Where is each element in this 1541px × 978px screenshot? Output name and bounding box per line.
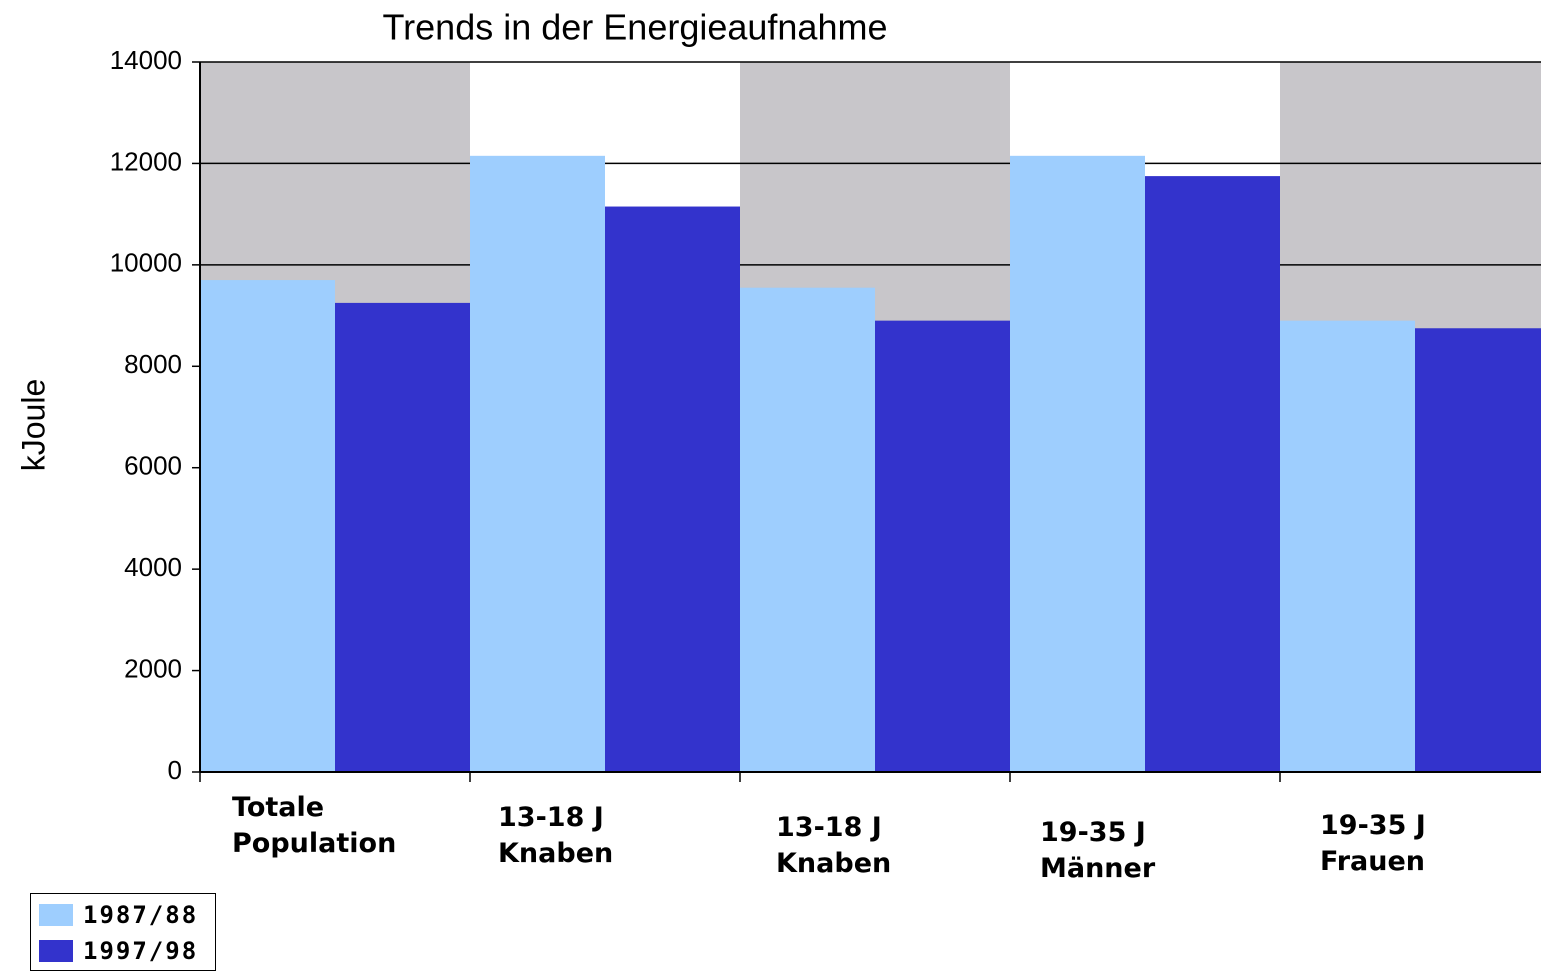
x-tick-label: 13-18 J Knaben bbox=[776, 812, 892, 879]
legend-item: 1997/98 bbox=[39, 936, 198, 966]
y-tick-label: 8000 bbox=[124, 349, 182, 379]
y-tick-label: 0 bbox=[168, 755, 182, 785]
bar bbox=[335, 302, 470, 772]
y-tick-label: 12000 bbox=[110, 146, 182, 176]
legend-label: 1987/88 bbox=[83, 901, 199, 929]
x-tick-label: 19-35 J Frauen bbox=[1320, 810, 1426, 877]
bar bbox=[1010, 155, 1145, 773]
y-tick-label: 6000 bbox=[124, 451, 182, 481]
x-tick-label: 19-35 J Männer bbox=[1040, 817, 1156, 884]
bar bbox=[1415, 328, 1541, 772]
legend-item: 1987/88 bbox=[39, 900, 198, 930]
bar bbox=[605, 206, 740, 773]
y-tick-label: 2000 bbox=[124, 653, 182, 683]
y-tick-label: 10000 bbox=[110, 248, 182, 278]
legend-swatch bbox=[39, 904, 73, 926]
bar bbox=[200, 280, 335, 772]
legend-swatch bbox=[39, 940, 73, 962]
bar bbox=[470, 155, 605, 773]
y-tick-label: 4000 bbox=[124, 552, 182, 582]
bar bbox=[1280, 320, 1415, 772]
bar bbox=[875, 320, 1010, 772]
x-tick-label: 13-18 J Knaben bbox=[498, 802, 614, 869]
bar bbox=[740, 287, 875, 772]
legend-label: 1997/98 bbox=[83, 937, 199, 965]
bar bbox=[1145, 176, 1280, 772]
x-tick-label: Totale Population bbox=[232, 792, 397, 859]
chart-title: Trends in der Energieaufnahme bbox=[383, 7, 888, 48]
y-tick-label: 14000 bbox=[110, 45, 182, 75]
y-axis-label: kJoule bbox=[15, 379, 51, 472]
legend: 1987/88 1997/98 bbox=[30, 893, 216, 971]
